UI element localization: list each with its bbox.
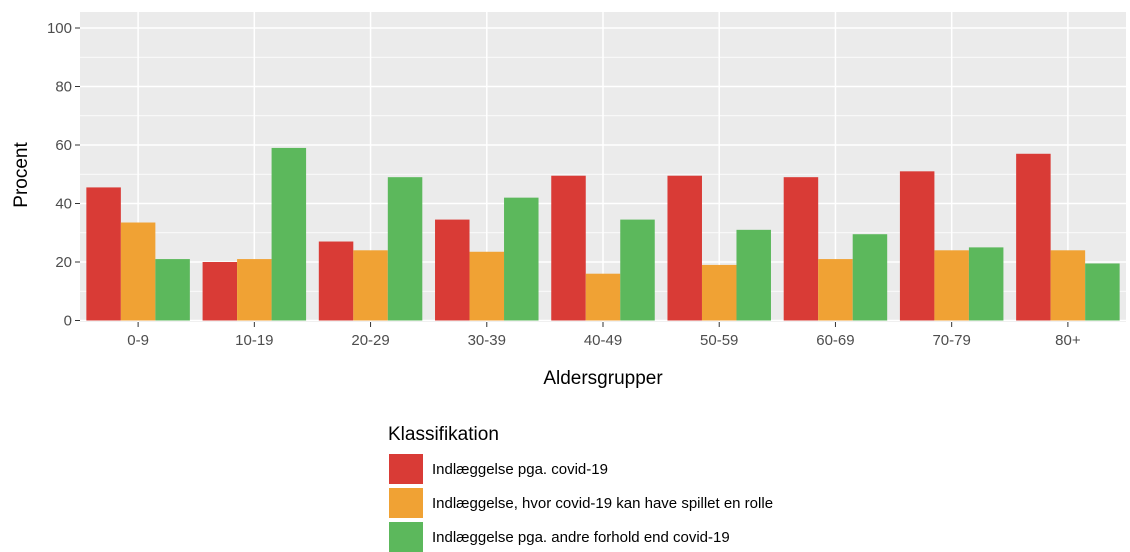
bar: [271, 147, 307, 321]
x-axis-title: Aldersgrupper: [543, 368, 663, 389]
bars: [86, 147, 1120, 321]
x-tick-label: 40-49: [584, 332, 622, 349]
x-tick-label: 50-59: [700, 332, 738, 349]
bar: [1085, 263, 1120, 321]
legend-label: Indlæggelse, hvor covid-19 kan have spil…: [432, 495, 773, 512]
bar: [585, 273, 621, 321]
x-tick-label: 60-69: [816, 332, 854, 349]
legend-title: Klassifikation: [388, 424, 499, 445]
bar: [620, 219, 655, 321]
bar: [86, 187, 121, 321]
bar: [818, 259, 853, 321]
bar: [1016, 153, 1051, 321]
y-tick-label: 40: [55, 196, 72, 213]
bar: [934, 250, 969, 321]
legend-label: Indlæggelse pga. andre forhold end covid…: [432, 529, 730, 546]
bar: [469, 251, 505, 321]
x-tick-label: 10-19: [235, 332, 273, 349]
bar: [504, 197, 539, 321]
legend-label: Indlæggelse pga. covid-19: [432, 461, 608, 478]
y-axis-title: Procent: [11, 142, 32, 208]
bar: [237, 259, 272, 321]
x-tick-label: 70-79: [932, 332, 970, 349]
x-tick-label: 30-39: [468, 332, 506, 349]
bar: [1050, 250, 1086, 321]
bar: [736, 229, 771, 321]
bar: [202, 262, 238, 321]
bar: [667, 175, 702, 321]
bar: [120, 222, 156, 321]
bar: [852, 234, 888, 321]
bar: [551, 175, 586, 321]
bar: [783, 177, 819, 321]
y-tick-label: 60: [55, 137, 72, 154]
y-tick-label: 0: [64, 313, 72, 330]
bar: [353, 250, 388, 321]
bar: [968, 247, 1004, 321]
bar: [155, 259, 190, 321]
legend-key: [389, 522, 423, 552]
x-tick-label: 20-29: [351, 332, 389, 349]
x-tick-label: 0-9: [127, 332, 149, 349]
bar: [701, 264, 737, 321]
y-tick-label: 100: [47, 20, 72, 37]
y-axis: 0 20 40 60 80 100: [47, 20, 80, 330]
bar: [387, 177, 423, 321]
legend: Klassifikation Indlæggelse pga. covid-19…: [388, 424, 773, 552]
y-tick-label: 80: [55, 79, 72, 96]
bar: [435, 219, 470, 321]
y-tick-label: 20: [55, 254, 72, 271]
x-tick-label: 80+: [1055, 332, 1081, 349]
bar: [318, 241, 354, 321]
bar: [899, 171, 935, 321]
legend-key: [389, 454, 423, 484]
x-axis: 0-9 10-19 20-29 30-39 40-49 50-59 60-69 70-79 80…: [127, 322, 1081, 349]
legend-key: [389, 488, 423, 518]
